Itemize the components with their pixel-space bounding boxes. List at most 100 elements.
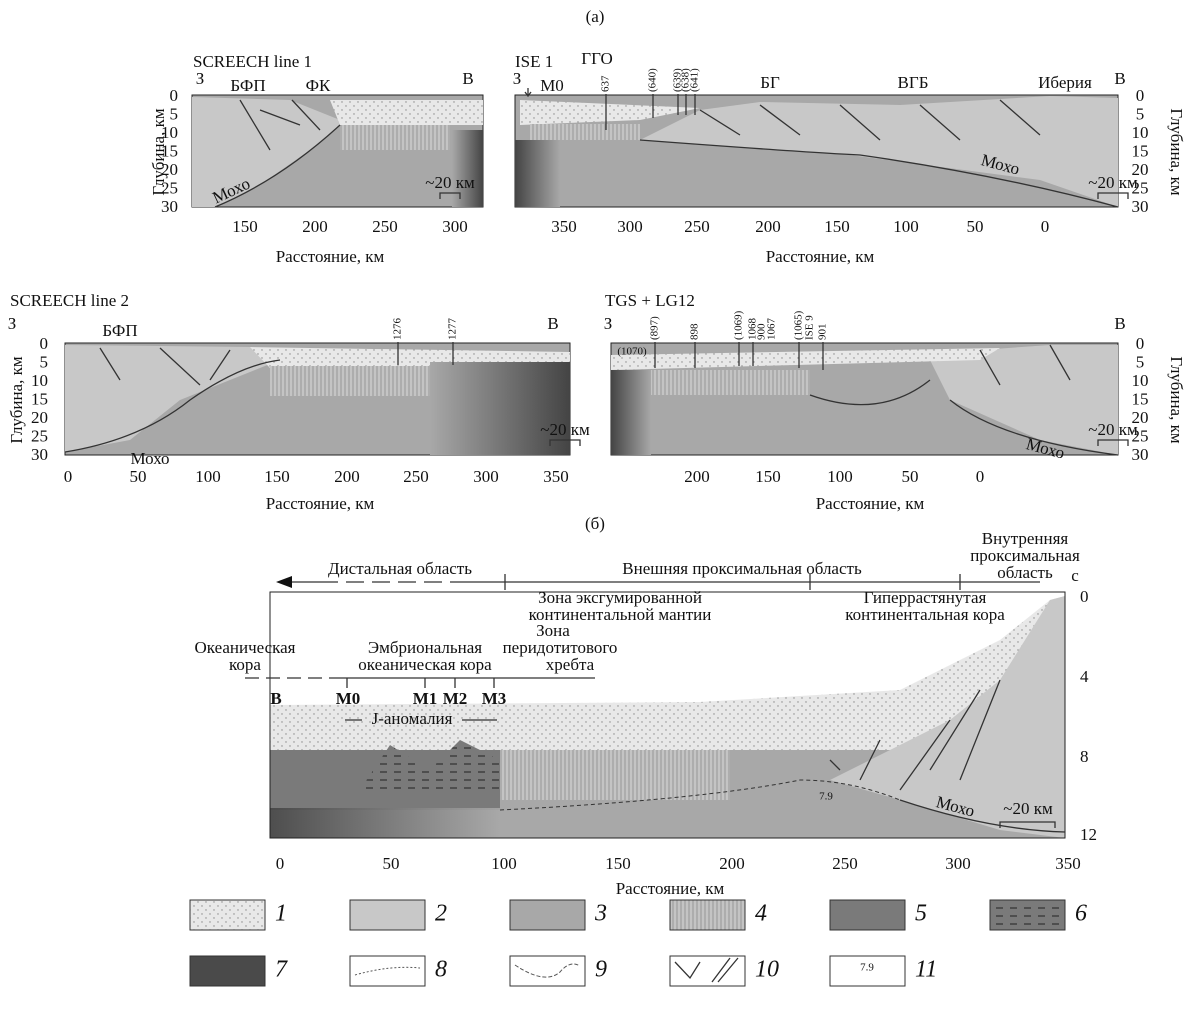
y-tick-label: 30 bbox=[1132, 197, 1149, 216]
annotation: ВГБ bbox=[898, 73, 929, 92]
y-tick-label: 5 bbox=[1136, 352, 1145, 371]
x-axis-label: Расстояние, км bbox=[616, 879, 725, 898]
annotation: ~20 км bbox=[425, 173, 475, 192]
legend-number: 8 bbox=[435, 957, 447, 983]
y-tick-label: 25 bbox=[31, 426, 48, 445]
annotation: БФП bbox=[230, 76, 265, 95]
y-tick-label: 30 bbox=[161, 197, 178, 216]
annotation: Внешняя проксимальная область bbox=[622, 559, 862, 578]
annotation: (1065) bbox=[793, 310, 805, 340]
y-tick-label: 20 bbox=[31, 408, 48, 427]
annotation: Дистальная область bbox=[328, 559, 472, 578]
annotation: Эмбриональная bbox=[368, 638, 482, 657]
x-tick-label: 350 bbox=[543, 467, 569, 486]
geology bbox=[64, 88, 1129, 839]
annotation: Зона bbox=[536, 621, 570, 640]
y-tick-label: 20 bbox=[1132, 408, 1149, 427]
annotation: Мохо bbox=[130, 449, 169, 468]
x-tick-label: 250 bbox=[832, 854, 858, 873]
y-tick-label: 12 bbox=[1080, 825, 1097, 844]
x-tick-label: 250 bbox=[684, 217, 710, 236]
annotation: В bbox=[270, 689, 281, 708]
annotation: (638) bbox=[680, 68, 692, 92]
annotation: 1067 bbox=[766, 318, 778, 341]
section-title: TGS + LG12 bbox=[605, 291, 695, 310]
x-tick-label: 200 bbox=[334, 467, 360, 486]
annotation: Океаническая bbox=[194, 638, 295, 657]
direction-label: З bbox=[513, 69, 522, 88]
annotation: М0 bbox=[540, 76, 564, 95]
panel-label: (а) bbox=[586, 7, 605, 26]
annotation: Гиперрастянутая bbox=[864, 588, 987, 607]
y-tick-label: 0 bbox=[1136, 334, 1145, 353]
y-axis-label: Глубина, км bbox=[1167, 108, 1186, 195]
annotation: M0 bbox=[336, 689, 361, 708]
legend-number: 9 bbox=[595, 957, 607, 983]
annotation: (640) bbox=[647, 68, 659, 92]
unit-label: с bbox=[1071, 566, 1079, 585]
annotation: Иберия bbox=[1038, 73, 1092, 92]
x-tick-label: 150 bbox=[824, 217, 850, 236]
y-tick-label: 4 bbox=[1080, 667, 1089, 686]
y-tick-label: 15 bbox=[1132, 141, 1149, 160]
x-tick-label: 0 bbox=[1041, 217, 1050, 236]
y-tick-label: 0 bbox=[1136, 86, 1145, 105]
x-tick-label: 300 bbox=[473, 467, 499, 486]
x-tick-label: 200 bbox=[302, 217, 328, 236]
y-axis-label: Глубина, км bbox=[1167, 356, 1186, 443]
annotation: M1 bbox=[413, 689, 438, 708]
direction-label: З bbox=[604, 314, 613, 333]
annotation: (897) bbox=[649, 316, 661, 340]
annotation: область bbox=[997, 563, 1053, 582]
annotation: (641) bbox=[689, 68, 701, 92]
y-tick-label: 30 bbox=[31, 445, 48, 464]
y-tick-label: 10 bbox=[31, 371, 48, 390]
x-tick-label: 200 bbox=[684, 467, 710, 486]
y-tick-label: 25 bbox=[1132, 426, 1149, 445]
legend-number: 7 bbox=[275, 957, 288, 983]
legend-number: 4 bbox=[755, 901, 767, 927]
annotation: 1277 bbox=[447, 318, 459, 341]
x-tick-label: 300 bbox=[442, 217, 468, 236]
annotation: проксимальная bbox=[970, 546, 1080, 565]
x-tick-label: 100 bbox=[195, 467, 221, 486]
annotation: 900 bbox=[756, 323, 768, 340]
annotation: хребта bbox=[546, 655, 595, 674]
annotation: 1276 bbox=[392, 318, 404, 341]
y-tick-label: 20 bbox=[161, 160, 178, 179]
x-tick-label: 50 bbox=[383, 854, 400, 873]
annotation: ГГО bbox=[581, 49, 613, 68]
annotation: ФК bbox=[306, 76, 331, 95]
annotation: кора bbox=[229, 655, 261, 674]
annotation: J-аномалия bbox=[372, 709, 453, 728]
annotation: 7.9 bbox=[819, 791, 833, 803]
x-tick-label: 50 bbox=[130, 467, 147, 486]
direction-label: В bbox=[462, 69, 473, 88]
x-tick-label: 200 bbox=[755, 217, 781, 236]
y-tick-label: 25 bbox=[1132, 178, 1149, 197]
direction-label: В bbox=[1114, 69, 1125, 88]
annotation: (1069) bbox=[733, 310, 745, 340]
x-tick-label: 0 bbox=[276, 854, 285, 873]
legend-number: 2 bbox=[435, 901, 447, 927]
y-tick-label: 30 bbox=[1132, 445, 1149, 464]
direction-label: В bbox=[547, 314, 558, 333]
y-tick-label: 15 bbox=[31, 389, 48, 408]
annotation: M3 bbox=[482, 689, 507, 708]
y-axis-label: Глубина, км bbox=[7, 356, 26, 443]
annotation: Зона эксгумированной bbox=[538, 588, 702, 607]
panel-label: (б) bbox=[585, 514, 605, 533]
x-axis-label: Расстояние, км bbox=[276, 247, 385, 266]
annotation: M2 bbox=[443, 689, 468, 708]
y-tick-label: 0 bbox=[1080, 587, 1089, 606]
direction-label: З bbox=[8, 314, 17, 333]
x-tick-label: 200 bbox=[719, 854, 745, 873]
section-title: ISE 1 bbox=[515, 52, 553, 71]
x-tick-label: 100 bbox=[491, 854, 517, 873]
y-tick-label: 25 bbox=[161, 178, 178, 197]
annotation: океаническая кора bbox=[358, 655, 492, 674]
x-tick-label: 100 bbox=[827, 467, 853, 486]
annotation: 901 bbox=[817, 324, 829, 341]
direction-label: В bbox=[1114, 314, 1125, 333]
